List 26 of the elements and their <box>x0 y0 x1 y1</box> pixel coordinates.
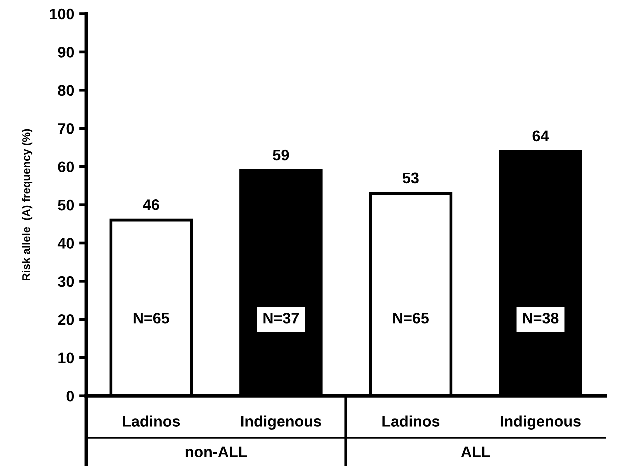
y-tick-label: 50 <box>58 200 74 211</box>
annotation: N=65 <box>134 312 170 324</box>
y-tick-label: 80 <box>58 85 74 96</box>
x-tick-label: Indigenous <box>241 416 322 430</box>
data-label: 46 <box>143 200 160 210</box>
x-tick-label: Ladinos <box>382 416 440 427</box>
y-tick-label: 20 <box>58 314 74 326</box>
data-label: 59 <box>273 150 290 161</box>
y-tick-label: 60 <box>58 162 74 173</box>
annotation: N=38 <box>523 312 559 324</box>
x-tick-label: Indigenous <box>501 416 581 430</box>
text: non-ALL <box>186 446 248 458</box>
y-tick-label: 0 <box>66 390 74 402</box>
y-tick-label: 70 <box>58 123 74 134</box>
data-label: 64 <box>532 130 550 142</box>
y-tick-label: 30 <box>58 276 74 288</box>
text: ALL <box>461 446 490 458</box>
y-tick-label: 40 <box>58 238 74 249</box>
y-tick-label: 10 <box>58 352 74 364</box>
annotation: N=37 <box>264 312 299 324</box>
annotation: N=65 <box>394 312 430 324</box>
y-tick-label: 90 <box>58 47 74 58</box>
x-tick-label: Ladinos <box>123 416 180 427</box>
y-tick-label: 100 <box>50 8 74 20</box>
y-axis-title: Risk allele (A) frequency (%) <box>22 129 33 281</box>
data-label: 53 <box>402 172 419 184</box>
